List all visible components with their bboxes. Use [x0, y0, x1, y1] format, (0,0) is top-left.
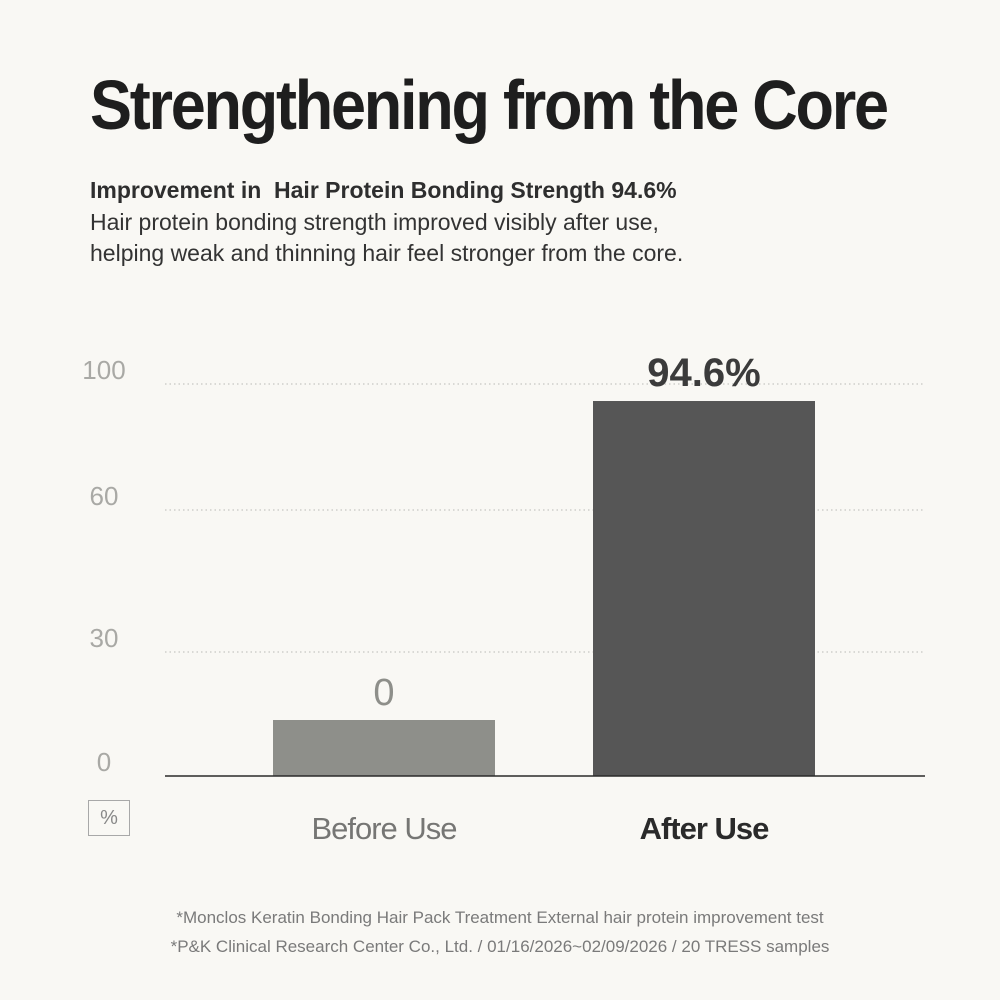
data-label: 0 — [373, 672, 394, 714]
y-tick-label: 0 — [97, 747, 111, 777]
category-label: Before Use — [311, 811, 456, 846]
page-subtitle: Improvement in Hair Protein Bonding Stre… — [90, 177, 677, 203]
page-title: Strengthening from the Core — [90, 66, 889, 144]
y-tick-label: 100 — [82, 355, 125, 385]
category-label: After Use — [640, 811, 770, 846]
data-label: 94.6% — [647, 351, 760, 395]
y-tick-label: 30 — [90, 623, 119, 653]
footnote: *Monclos Keratin Bonding Hair Pack Treat… — [176, 908, 824, 927]
description-line: helping weak and thinning hair feel stro… — [90, 240, 684, 266]
y-tick-label: 60 — [90, 481, 119, 511]
bar — [273, 720, 495, 776]
unit-label: % — [88, 800, 130, 836]
description-line: Hair protein bonding strength improved v… — [90, 209, 659, 235]
footnote: *P&K Clinical Research Center Co., Ltd. … — [170, 937, 830, 956]
bar — [593, 401, 815, 776]
description: Hair protein bonding strength improved v… — [90, 207, 950, 269]
